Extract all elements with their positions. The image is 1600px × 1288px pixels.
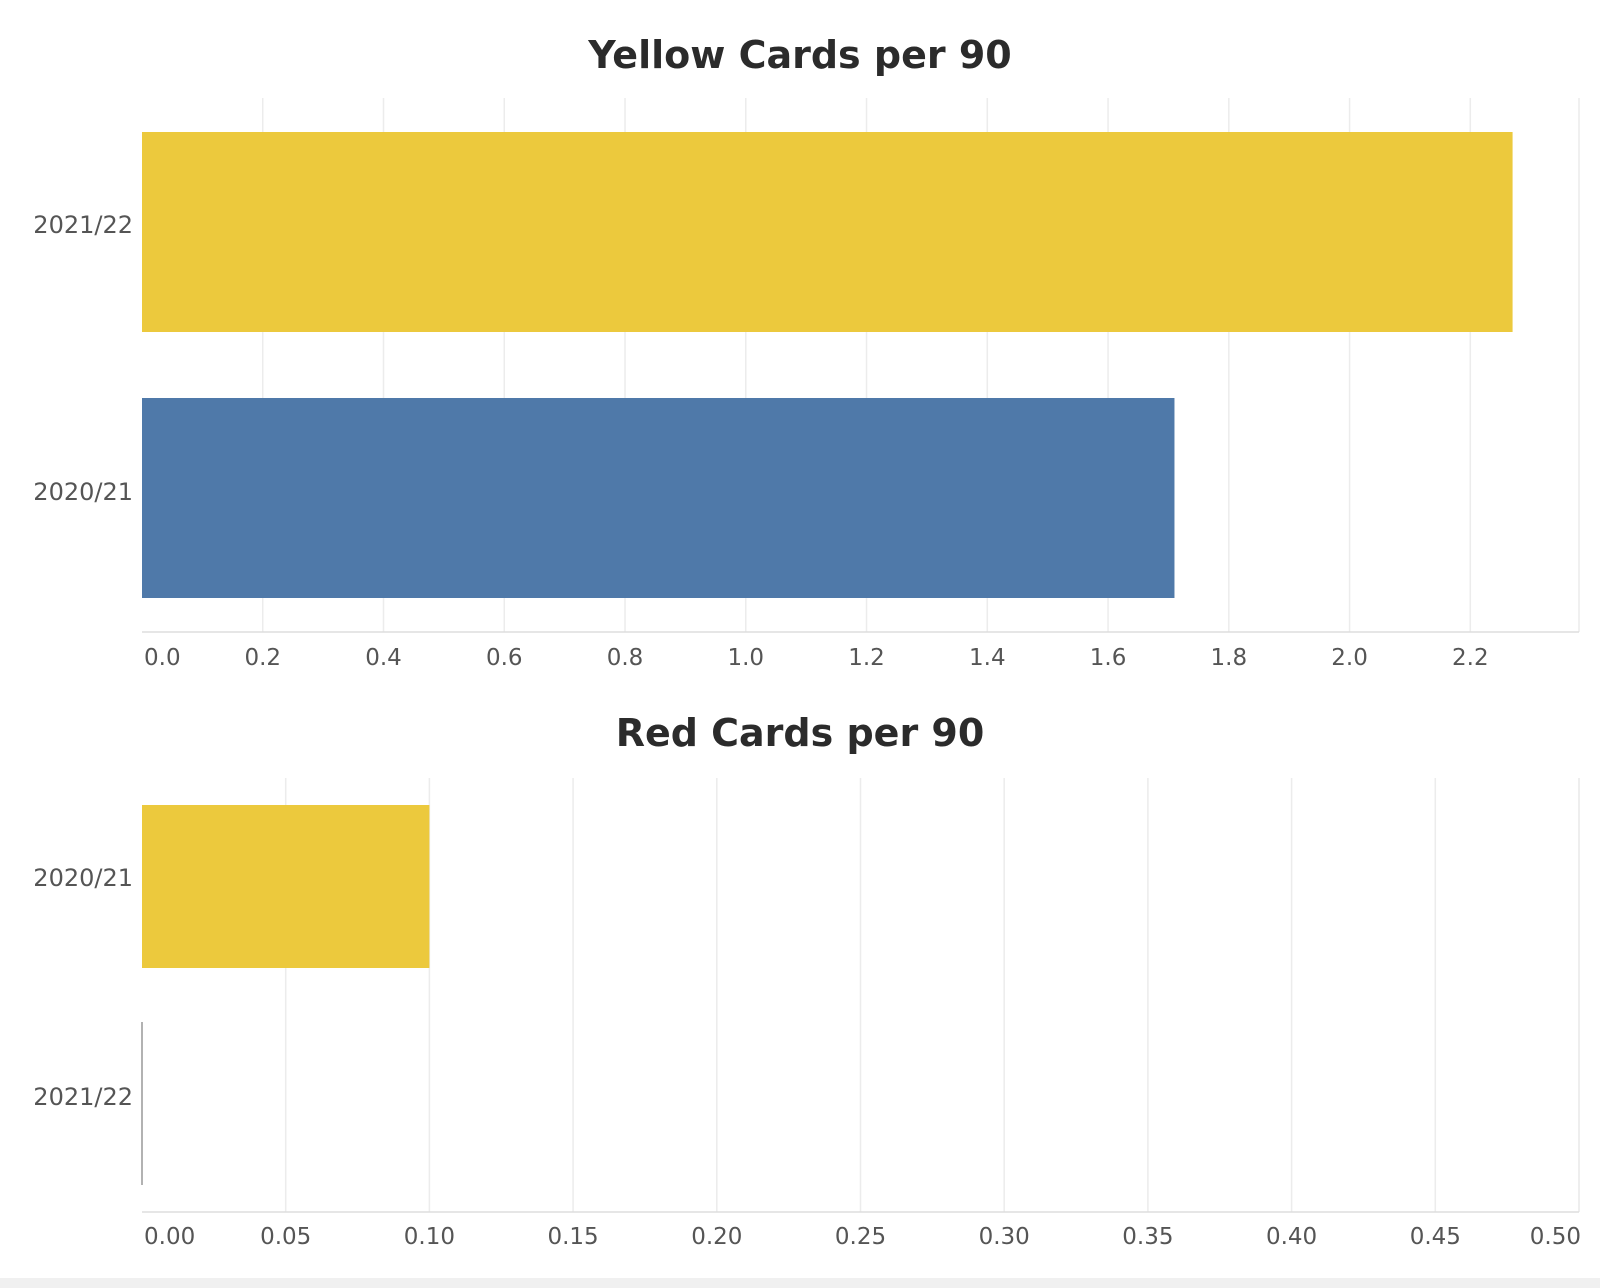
x-tick-label: 1.0 bbox=[727, 645, 764, 671]
bar bbox=[142, 132, 1513, 332]
category-label: 2020/21 bbox=[33, 864, 133, 892]
x-tick-label: 0.10 bbox=[404, 1224, 455, 1250]
x-tick-label: 0.40 bbox=[1266, 1224, 1317, 1250]
x-tick-label: 2.2 bbox=[1452, 645, 1489, 671]
x-tick-label: 0.45 bbox=[1410, 1224, 1461, 1250]
x-tick-label: 2.0 bbox=[1331, 645, 1368, 671]
x-tick-label: 0.05 bbox=[260, 1224, 311, 1250]
bar bbox=[142, 398, 1175, 598]
x-tick-label: 0.2 bbox=[244, 645, 281, 671]
x-tick-label: 0.8 bbox=[607, 645, 644, 671]
x-tick-label: 1.8 bbox=[1211, 645, 1248, 671]
x-tick-label: 0.35 bbox=[1122, 1224, 1173, 1250]
x-tick-label: 1.2 bbox=[848, 645, 885, 671]
chart-title: Red Cards per 90 bbox=[616, 711, 985, 755]
category-label: 2021/22 bbox=[33, 1083, 133, 1111]
chart-title: Yellow Cards per 90 bbox=[587, 33, 1011, 77]
x-tick-label: 0.0 bbox=[144, 645, 181, 671]
x-tick-label: 0.50 bbox=[1530, 1224, 1581, 1250]
x-tick-label: 0.30 bbox=[979, 1224, 1030, 1250]
category-label: 2020/21 bbox=[33, 478, 133, 506]
x-tick-label: 0.15 bbox=[547, 1224, 598, 1250]
x-tick-label: 0.25 bbox=[835, 1224, 886, 1250]
x-tick-label: 0.20 bbox=[691, 1224, 742, 1250]
x-tick-label: 1.6 bbox=[1090, 645, 1127, 671]
x-tick-label: 0.00 bbox=[144, 1224, 195, 1250]
x-tick-label: 0.6 bbox=[486, 645, 523, 671]
category-label: 2021/22 bbox=[33, 211, 133, 239]
x-tick-label: 0.4 bbox=[365, 645, 402, 671]
bar bbox=[142, 805, 430, 968]
bottom-strip bbox=[0, 1278, 1600, 1288]
x-tick-label: 1.4 bbox=[969, 645, 1006, 671]
